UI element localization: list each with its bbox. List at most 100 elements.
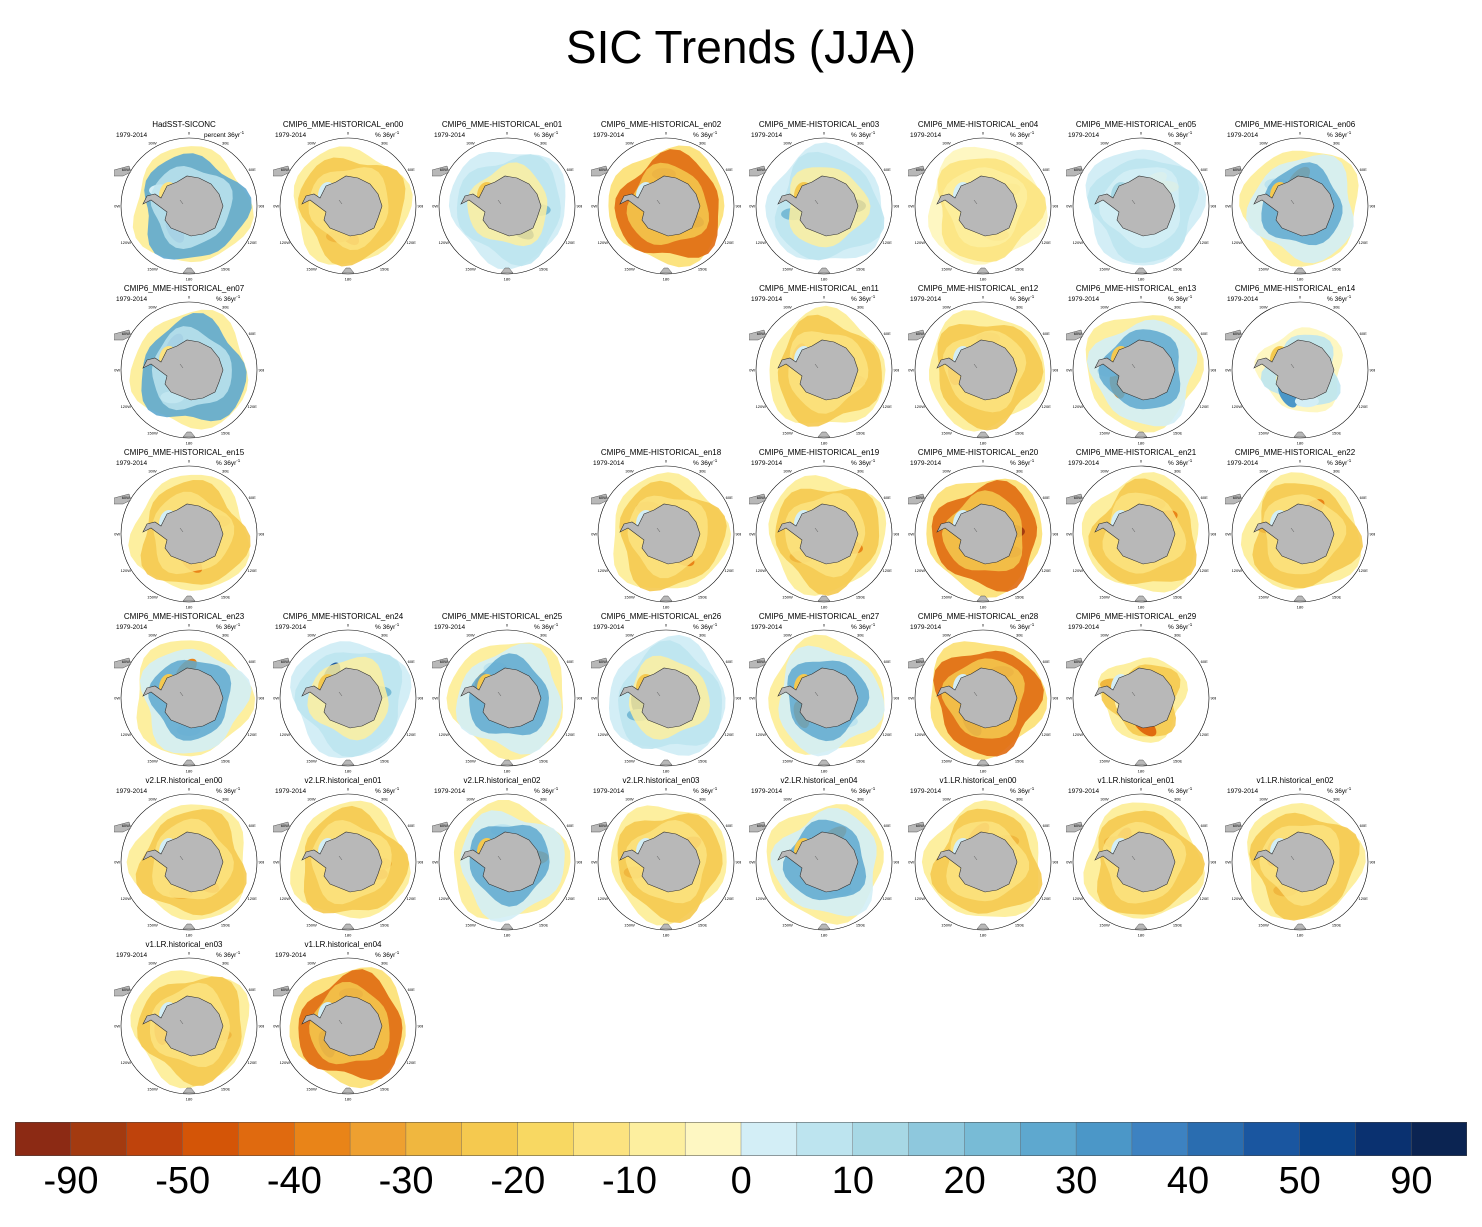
panel-units: % 36yr-1 (1168, 294, 1193, 304)
colorbar-segment (1355, 1122, 1412, 1156)
longitude-tick-label: 60E (567, 167, 574, 172)
longitude-tick-label: 30E (222, 632, 229, 637)
longitude-tick-label: 60W (757, 659, 765, 664)
longitude-tick-label: 0 (506, 131, 509, 136)
longitude-tick-label: 30E (381, 960, 388, 965)
coast-detail (179, 527, 184, 533)
longitude-tick-labels: 0 30E 60E 90E 120E 150E 180 150W 120W 90W 60W 30W (908, 787, 1058, 937)
longitude-tick-label: 0 (665, 131, 668, 136)
longitude-tick-label: 90E (1052, 696, 1058, 701)
polar-map: 0 30E 60E 90E 120E 150E 180 150W 120W 90W 60W 30W (908, 787, 1058, 937)
coast-detail (179, 691, 184, 697)
longitude-tick-label: 120W (439, 240, 450, 245)
polar-map: 0 30E 60E 90E 120E 150E 180 150W 120W 90W 60W 30W (114, 459, 264, 609)
longitude-tick-label: 120W (1232, 568, 1243, 573)
longitude-tick-label: 150E (221, 431, 231, 436)
longitude-tick-label: 30W (783, 304, 791, 309)
longitude-tick-label: 90W (591, 204, 597, 209)
longitude-tick-label: 0 (823, 623, 826, 628)
map-panel: v1.LR.historical_en04 1979-2014 % 36yr-1 0 3… (273, 940, 430, 1101)
coast-detail (179, 363, 184, 369)
longitude-tick-label: 60W (599, 823, 607, 828)
longitude-tick-label: 60E (408, 823, 415, 828)
antarctica-landmass (777, 503, 859, 565)
longitude-tick-label: 0 (823, 131, 826, 136)
longitude-tick-label: 30E (222, 140, 229, 145)
longitude-tick-label: 150W (941, 595, 952, 600)
longitude-tick-label: 60E (1043, 659, 1050, 664)
longitude-tick-label: 60E (1360, 823, 1367, 828)
longitude-tick-label: 60E (1201, 495, 1208, 500)
panel-units: percent 36yr-1 (204, 130, 245, 140)
longitude-tick-label: 180 (345, 769, 352, 774)
polar-map: 0 30E 60E 90E 120E 150E 180 150W 120W 90W 60W 30W (114, 623, 264, 773)
longitude-tick-label: 60W (1074, 495, 1082, 500)
colorbar-segment (517, 1122, 574, 1156)
longitude-tick-label: 90E (258, 696, 264, 701)
longitude-tick-labels: 0 30E 60E 90E 120E 150E 180 150W 120W 90W 60W 30W (432, 623, 582, 773)
map-panel: CMIP6_MME-HISTORICAL_en13 1979-2014 % 36yr… (1066, 284, 1223, 446)
longitude-tick-label: 60W (916, 823, 924, 828)
longitude-tick-label: 30E (857, 304, 864, 309)
south-america-landmass (908, 657, 926, 669)
longitude-tick-label: 0 (1299, 131, 1302, 136)
longitude-tick-label: 30E (1016, 796, 1023, 801)
longitude-tick-label: 120W (598, 896, 609, 901)
longitude-tick-label: 90W (1066, 860, 1072, 865)
longitude-tick-label: 0 (188, 131, 191, 136)
antarctica-landmass (619, 667, 701, 729)
antarctica-landmass (1094, 667, 1176, 729)
longitude-tick-label: 120E (1359, 896, 1369, 901)
longitude-tick-label: 30E (1016, 468, 1023, 473)
longitude-tick-label: 30W (307, 140, 315, 145)
panel-period: 1979-2014 (116, 788, 148, 795)
longitude-tick-label: 0 (506, 787, 509, 792)
antarctica-landmass (142, 667, 224, 729)
panel-period: 1979-2014 (751, 788, 783, 795)
longitude-tick-label: 60W (757, 331, 765, 336)
south-america-landmass (1066, 329, 1084, 341)
longitude-tick-label: 60W (122, 167, 130, 172)
south-america-landmass (114, 165, 132, 177)
colorbar-segment (182, 1122, 239, 1156)
antarctica-landmass (301, 667, 383, 729)
antarctica-landmass (460, 667, 542, 729)
longitude-tick-label: 60E (1201, 823, 1208, 828)
longitude-tick-labels: 0 30E 60E 90E 120E 150E 180 150W 120W 90W 60W 30W (1225, 295, 1375, 445)
panel-title: CMIP6_MME-HISTORICAL_en26 (600, 612, 722, 621)
map-panel: CMIP6_MME-HISTORICAL_en22 1979-2014 % 36yr… (1225, 448, 1382, 609)
longitude-tick-label: 0 (347, 787, 350, 792)
longitude-tick-label: 90W (908, 368, 914, 373)
longitude-tick-label: 30E (222, 304, 229, 309)
panel-title: CMIP6_MME-HISTORICAL_en25 (441, 612, 563, 621)
longitude-tick-labels: 0 30E 60E 90E 120E 150E 180 150W 120W 90W 60W 30W (114, 787, 264, 937)
longitude-tick-label: 90E (1210, 204, 1216, 209)
island-south (1134, 595, 1148, 602)
longitude-tick-label: 90W (1066, 696, 1072, 701)
longitude-tick-label: 150E (380, 923, 390, 928)
longitude-tick-label: 0 (1140, 459, 1143, 464)
longitude-tick-label: 150E (1173, 431, 1183, 436)
longitude-tick-label: 60W (281, 987, 289, 992)
island-south (817, 759, 831, 766)
longitude-tick-label: 60W (440, 823, 448, 828)
panel-period: 1979-2014 (116, 624, 148, 631)
longitude-tick-label: 180 (1138, 441, 1145, 446)
antarctica-landmass (142, 831, 224, 893)
south-america-landmass (114, 657, 132, 669)
longitude-tick-label: 60E (249, 495, 256, 500)
antarctica-landmass (142, 175, 224, 237)
colorbar-tick-label: 20 (943, 1160, 986, 1202)
longitude-tick-label: 150W (1258, 267, 1269, 272)
longitude-tick-label: 60W (122, 331, 130, 336)
longitude-tick-label: 150E (221, 595, 231, 600)
longitude-tick-label: 30W (148, 960, 156, 965)
longitude-tick-labels: 0 30E 60E 90E 120E 150E 180 150W 120W 90W 60W 30W (273, 623, 423, 773)
longitude-tick-label: 120E (883, 896, 893, 901)
map-panel: CMIP6_MME-HISTORICAL_en28 1979-2014 % 36yr… (908, 612, 1065, 773)
longitude-tick-label: 90E (258, 368, 264, 373)
longitude-tick-label: 150W (465, 759, 476, 764)
panel-title: v2.LR.historical_en03 (622, 776, 700, 785)
panel-title: CMIP6_MME-HISTORICAL_en01 (441, 120, 563, 129)
island-south (1134, 431, 1148, 438)
